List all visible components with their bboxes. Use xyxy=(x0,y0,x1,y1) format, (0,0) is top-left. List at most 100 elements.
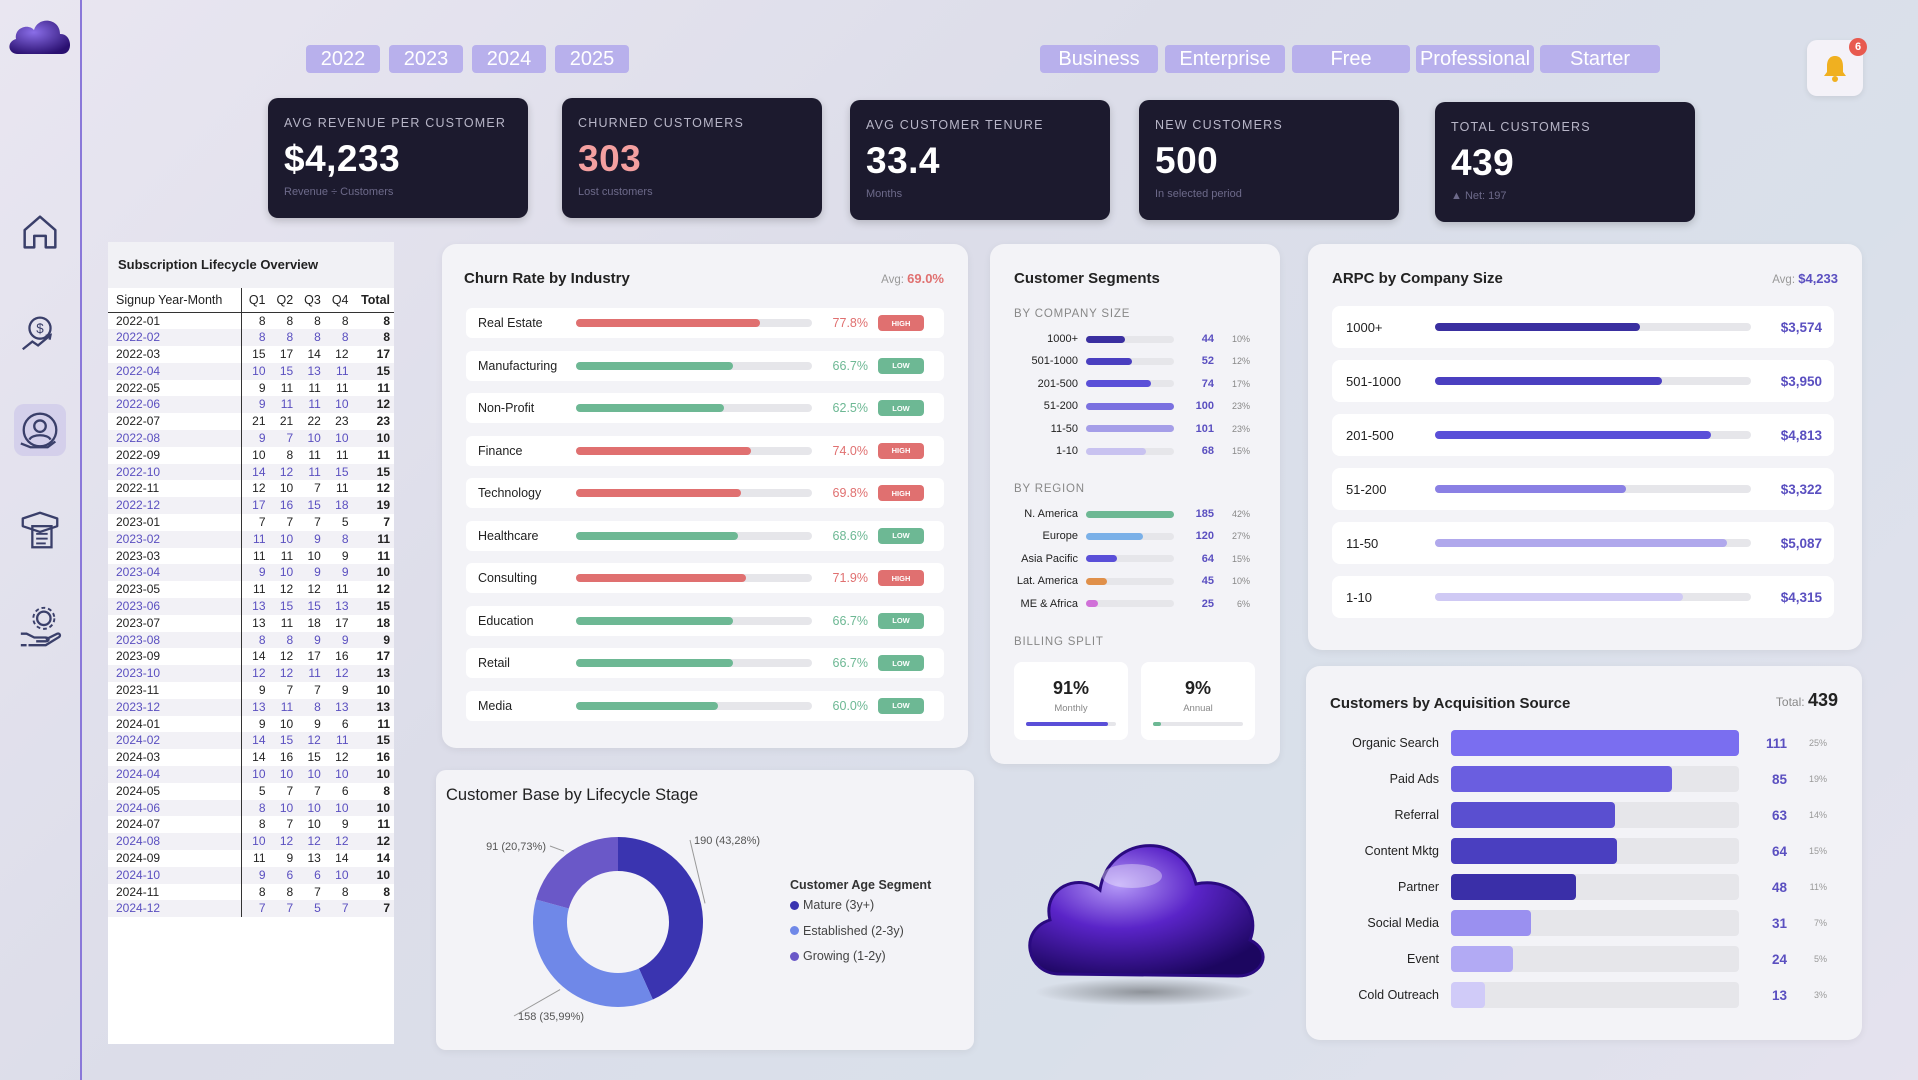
arpc-bar xyxy=(1434,431,1712,439)
acquisition-row[interactable]: Referral 63 14% xyxy=(1306,802,1827,828)
kpi-label: TOTAL CUSTOMERS xyxy=(1451,120,1591,134)
table-cell: 18 xyxy=(376,615,390,630)
notification-button[interactable]: 6 xyxy=(1807,38,1867,96)
churn-rate-value: 68.6% xyxy=(832,528,868,543)
donut-legend-item[interactable]: Growing (1-2y) xyxy=(790,949,886,963)
acquisition-row[interactable]: Event 24 5% xyxy=(1306,946,1827,972)
customer-care-icon[interactable] xyxy=(14,404,66,456)
table-cell: 9 xyxy=(241,396,270,414)
segment-row[interactable]: 501-1000 52 12% xyxy=(1014,353,1251,369)
segment-row[interactable]: Lat. America 45 10% xyxy=(1014,573,1250,589)
settings-hand-icon[interactable] xyxy=(14,600,66,652)
table-cell: 12 xyxy=(307,582,321,597)
churn-row[interactable]: Retail 66.7% LOW xyxy=(466,648,944,678)
arpc-row[interactable]: 1000+ $3,574 xyxy=(1332,306,1834,348)
arpc-row[interactable]: 201-500 $4,813 xyxy=(1332,414,1834,456)
segment-row[interactable]: N. America 185 42% xyxy=(1014,506,1250,522)
donut-slice[interactable] xyxy=(618,837,703,1000)
billing-value: 9% xyxy=(1184,678,1211,698)
arpc-value: $4,813 xyxy=(1780,427,1822,443)
segment-row[interactable]: 201-500 74 17% xyxy=(1014,376,1250,392)
table-cell: 7 xyxy=(286,683,294,698)
filter-plan-professional[interactable]: Professional xyxy=(1416,45,1534,73)
table-row: 2022-02 8 8 8 8 8 xyxy=(108,329,394,347)
churn-row[interactable]: Manufacturing 66.7% LOW xyxy=(466,350,944,381)
segment-row[interactable]: 11-50 101 23% xyxy=(1014,421,1250,437)
filter-plan-enterprise[interactable]: Enterprise xyxy=(1165,45,1285,73)
segment-row[interactable]: 51-200 100 23% xyxy=(1014,398,1250,414)
churn-level-badge: LOW xyxy=(878,527,924,544)
segment-row[interactable]: Asia Pacific 64 15% xyxy=(1014,551,1250,567)
churn-level-badge: LOW xyxy=(878,697,924,714)
filter-plan-free[interactable]: Free xyxy=(1292,45,1410,73)
segment-row[interactable]: 1-10 68 15% xyxy=(1014,443,1250,459)
filter-year-2023[interactable]: 2023 xyxy=(389,45,463,73)
arpc-bar-track xyxy=(1434,323,1751,331)
donut-slice[interactable] xyxy=(536,837,618,909)
table-row: 2024-10 9 6 6 10 10 xyxy=(108,866,394,884)
table-cell: 2023-12 xyxy=(108,698,242,716)
table-cell: 10 xyxy=(269,564,298,582)
acquisition-row[interactable]: Social Media 31 7% xyxy=(1306,910,1827,936)
churn-row[interactable]: Technology 69.8% HIGH xyxy=(466,478,944,508)
churn-row[interactable]: Consulting 71.9% HIGH xyxy=(466,563,944,593)
segment-bar-track xyxy=(1086,577,1174,585)
acquisition-row[interactable]: Cold Outreach 13 3% xyxy=(1306,982,1827,1008)
table-cell: 8 xyxy=(286,313,294,328)
table-cell: 11 xyxy=(280,380,294,395)
home-icon[interactable] xyxy=(14,206,66,258)
churn-row[interactable]: Real Estate 77.8% HIGH xyxy=(466,308,944,338)
donut-slice[interactable] xyxy=(533,899,653,1007)
acquisition-bar-track xyxy=(1451,946,1739,972)
industry-name: Consulting xyxy=(478,571,538,585)
segment-percent: 23% xyxy=(1231,423,1250,434)
filter-plan-starter[interactable]: Starter xyxy=(1540,45,1660,73)
churn-row[interactable]: Healthcare 68.6% LOW xyxy=(466,520,944,551)
table-header-cell[interactable]: Signup Year-Month xyxy=(108,288,242,313)
table-cell: 16 xyxy=(335,649,349,664)
arpc-row[interactable]: 11-50 $5,087 xyxy=(1332,522,1834,564)
acquisition-row[interactable]: Content Mktg 64 15% xyxy=(1306,838,1827,864)
source-count: 64 xyxy=(1771,843,1787,859)
churn-row[interactable]: Media 60.0% LOW xyxy=(466,690,944,721)
table-cell: 10 xyxy=(279,716,294,731)
table-cell: 8 xyxy=(324,530,353,548)
table-cell: 17 xyxy=(335,615,349,630)
churn-bar xyxy=(576,701,718,710)
donut-legend-item[interactable]: Established (2-3y) xyxy=(790,924,904,938)
table-cell: 8 xyxy=(352,329,394,347)
arpc-row[interactable]: 51-200 $3,322 xyxy=(1332,468,1834,510)
table-cell: 12 xyxy=(297,732,325,750)
filter-year-2024[interactable]: 2024 xyxy=(472,45,546,73)
churn-row[interactable]: Finance 74.0% HIGH xyxy=(466,435,944,466)
filter-plan-business[interactable]: Business xyxy=(1040,45,1158,73)
segment-name: 11-50 xyxy=(1050,422,1078,435)
source-name: Referral xyxy=(1394,808,1439,822)
churn-level-badge: LOW xyxy=(878,612,924,629)
acquisition-total: Total: 439 xyxy=(1776,690,1838,711)
table-cell: 13 xyxy=(352,698,394,716)
churn-level-badge: LOW xyxy=(878,655,924,671)
segment-row[interactable]: 1000+ 44 10% xyxy=(1014,331,1250,347)
churn-row[interactable]: Non-Profit 62.5% LOW xyxy=(466,393,944,423)
source-percent: 11% xyxy=(1809,882,1827,892)
acquisition-row[interactable]: Partner 48 11% xyxy=(1306,874,1827,900)
donut-legend-item[interactable]: Mature (3y+) xyxy=(790,898,874,912)
churn-row[interactable]: Education 66.7% LOW xyxy=(466,605,944,636)
filter-year-2025[interactable]: 2025 xyxy=(555,45,629,73)
segment-row[interactable]: ME & Africa 25 6% xyxy=(1014,596,1250,612)
revenue-growth-icon[interactable]: $ xyxy=(14,306,66,358)
product-box-icon[interactable] xyxy=(14,504,66,556)
filter-year-2022[interactable]: 2022 xyxy=(306,45,380,73)
table-cell: 8 xyxy=(241,799,270,817)
arpc-row[interactable]: 1-10 $4,315 xyxy=(1332,576,1834,618)
kpi-label: AVG CUSTOMER TENURE xyxy=(866,118,1044,132)
kpi-subtitle: Lost customers xyxy=(578,186,653,198)
acquisition-row[interactable]: Organic Search 111 25% xyxy=(1306,730,1827,756)
acquisition-row[interactable]: Paid Ads 85 19% xyxy=(1306,766,1827,792)
kpi-label: CHURNED CUSTOMERS xyxy=(578,116,745,130)
arpc-row[interactable]: 501-1000 $3,950 xyxy=(1332,360,1834,402)
kpi-card-churned: CHURNED CUSTOMERS 303 Lost customers xyxy=(562,98,822,218)
segment-row[interactable]: Europe 120 27% xyxy=(1014,528,1250,544)
segment-name: Lat. America xyxy=(1016,575,1078,588)
